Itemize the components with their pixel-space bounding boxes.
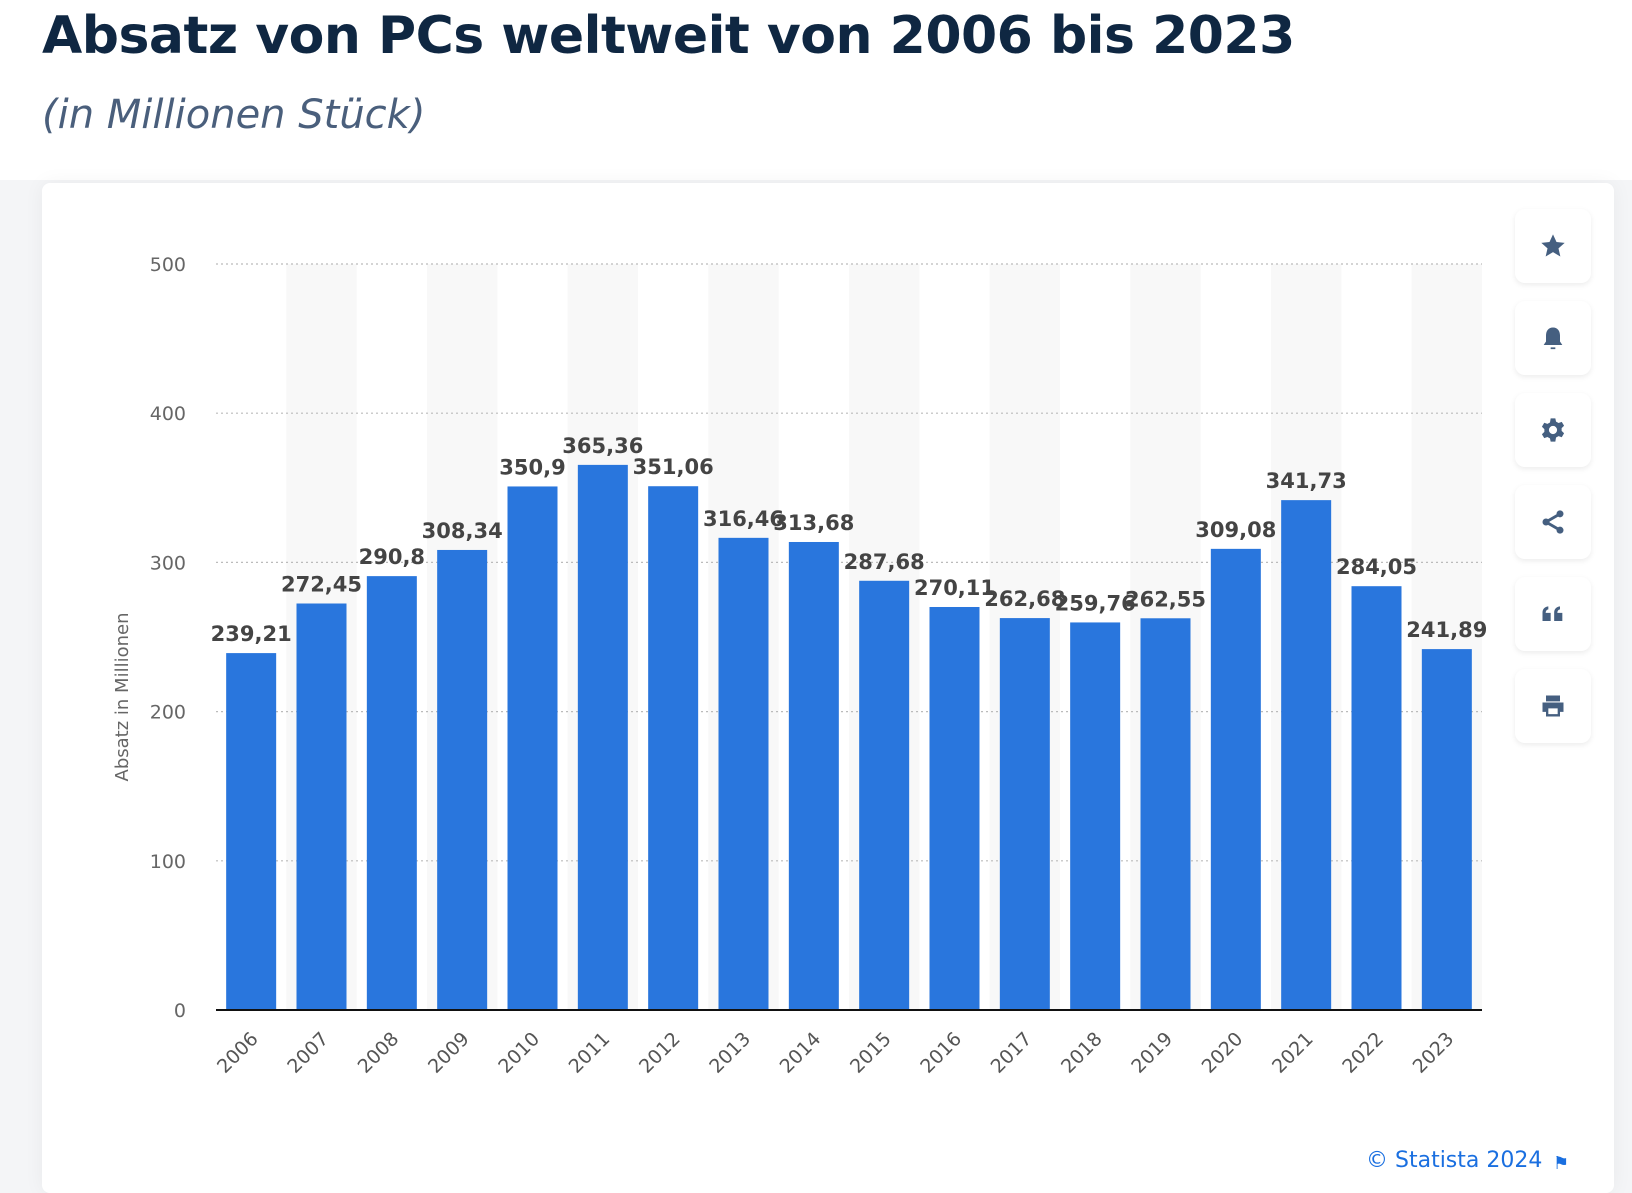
x-tick-label: 2022 <box>1338 1028 1388 1078</box>
data-label: 313,68 <box>773 511 854 535</box>
star-icon <box>1541 234 1565 257</box>
print-icon <box>1542 695 1564 717</box>
data-label: 350,9 <box>499 455 565 479</box>
x-tick-label: 2014 <box>776 1028 826 1078</box>
data-label: 341,73 <box>1266 469 1347 493</box>
y-tick-label: 200 <box>150 702 186 724</box>
data-label: 259,76 <box>1055 591 1136 615</box>
header-background <box>0 0 1632 180</box>
x-tick-label: 2017 <box>987 1028 1037 1078</box>
data-label: 308,34 <box>422 519 503 543</box>
bar-2022 <box>1351 586 1402 1010</box>
x-tick-label: 2023 <box>1409 1028 1459 1078</box>
bar-2012 <box>648 486 699 1010</box>
bar-2006 <box>226 653 277 1010</box>
x-tick-label: 2007 <box>283 1028 333 1078</box>
data-label: 241,89 <box>1406 618 1487 642</box>
x-tick-label: 2010 <box>494 1028 544 1078</box>
bar-2013 <box>718 537 769 1010</box>
bar-2011 <box>577 464 628 1010</box>
bar-2010 <box>507 486 558 1010</box>
bar-2023 <box>1421 649 1472 1010</box>
x-tick-label: 2012 <box>635 1028 685 1078</box>
bar-2017 <box>999 618 1050 1010</box>
x-tick-label: 2018 <box>1057 1028 1107 1078</box>
x-tick-label: 2008 <box>354 1028 404 1078</box>
print-button[interactable] <box>1515 669 1591 743</box>
x-tick-label: 2021 <box>1268 1028 1318 1078</box>
x-tick-label: 2009 <box>424 1028 474 1078</box>
statista-credit-link[interactable]: © Statista 2024 <box>1366 1148 1543 1173</box>
cite-button[interactable] <box>1515 577 1591 651</box>
y-axis-label: Absatz in Millionen <box>112 613 133 782</box>
flag-icon[interactable]: ⚑ <box>1553 1153 1570 1174</box>
data-label: 272,45 <box>281 573 362 597</box>
page-subtitle: (in Millionen Stück) <box>42 92 426 138</box>
favorite-button[interactable] <box>1515 209 1591 283</box>
data-label: 262,68 <box>984 587 1065 611</box>
bar-2007 <box>296 603 347 1010</box>
y-tick-label: 0 <box>174 1000 186 1022</box>
y-tick-label: 100 <box>150 851 186 873</box>
toolbar <box>1515 209 1591 761</box>
bell-icon <box>1543 327 1563 350</box>
bar-chart: 0 100 200 300 400 500 Absatz in Millionen 239,2… <box>112 254 1487 1078</box>
bar-2015 <box>859 580 910 1010</box>
data-label: 316,46 <box>703 507 784 531</box>
chart-card: 0 100 200 300 400 500 Absatz in Millionen 239,2… <box>42 183 1614 1193</box>
data-label: 287,68 <box>844 550 925 574</box>
bar-2018 <box>1070 622 1121 1010</box>
x-tick-label: 2020 <box>1198 1028 1248 1078</box>
bar-2020 <box>1210 548 1261 1010</box>
gear-icon <box>1541 418 1565 442</box>
bar-2016 <box>929 606 980 1010</box>
share-button[interactable] <box>1515 485 1591 559</box>
settings-button[interactable] <box>1515 393 1591 467</box>
quote-icon <box>1542 606 1563 621</box>
data-label: 239,21 <box>211 622 292 646</box>
y-tick-label: 300 <box>150 552 186 574</box>
y-tick-label: 500 <box>150 254 186 276</box>
bar-2008 <box>366 576 417 1010</box>
x-tick-label: 2016 <box>916 1028 966 1078</box>
data-label: 309,08 <box>1195 518 1276 542</box>
notification-button[interactable] <box>1515 301 1591 375</box>
data-label: 290,8 <box>359 545 425 569</box>
x-tick-label: 2015 <box>846 1028 896 1078</box>
x-tick-label: 2013 <box>705 1028 755 1078</box>
y-tick-label: 400 <box>150 403 186 425</box>
x-tick-label: 2019 <box>1127 1028 1177 1078</box>
bar-2021 <box>1281 500 1332 1010</box>
data-label: 351,06 <box>633 455 714 479</box>
data-label: 365,36 <box>562 434 643 458</box>
bar-2019 <box>1140 618 1191 1010</box>
page-title: Absatz von PCs weltweit von 2006 bis 202… <box>42 6 1295 66</box>
x-tick-label: 2011 <box>565 1028 615 1078</box>
x-tick-label: 2006 <box>213 1028 263 1078</box>
data-label: 270,11 <box>914 576 995 600</box>
data-label: 262,55 <box>1125 587 1206 611</box>
bar-2014 <box>788 541 839 1010</box>
bar-2009 <box>437 549 488 1010</box>
data-label: 284,05 <box>1336 555 1417 579</box>
share-icon <box>1542 510 1564 534</box>
